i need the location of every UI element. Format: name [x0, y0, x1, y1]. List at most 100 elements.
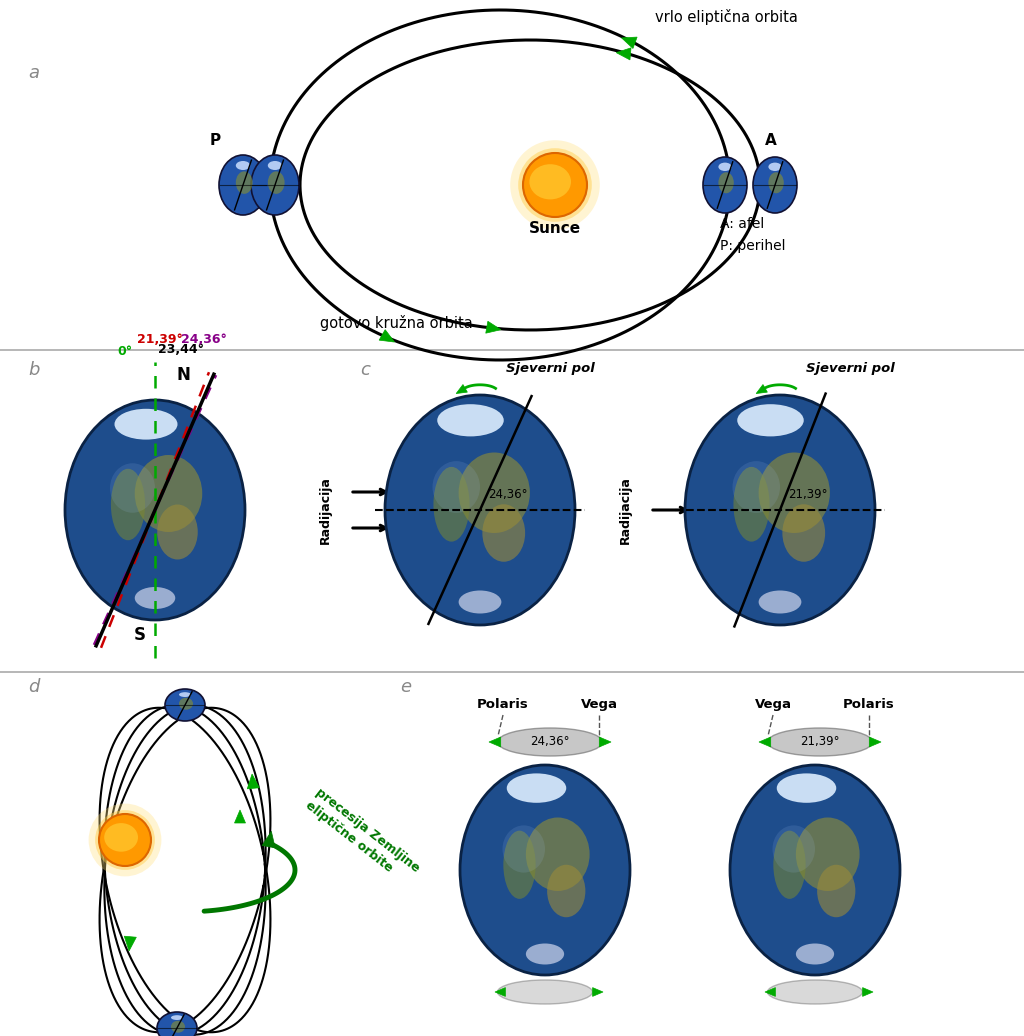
Ellipse shape [817, 865, 855, 917]
Ellipse shape [99, 814, 151, 866]
Text: b: b [28, 361, 39, 379]
Text: d: d [28, 678, 39, 696]
Ellipse shape [753, 157, 797, 213]
Text: P: P [210, 133, 220, 148]
Text: N: N [176, 366, 189, 384]
Ellipse shape [719, 163, 731, 171]
Ellipse shape [503, 826, 545, 872]
Ellipse shape [459, 453, 529, 533]
Ellipse shape [772, 826, 815, 872]
Ellipse shape [719, 172, 734, 194]
Ellipse shape [268, 171, 285, 194]
Text: 24,36°: 24,36° [530, 736, 569, 748]
Text: A: A [765, 133, 777, 148]
Text: a: a [28, 64, 39, 82]
Ellipse shape [460, 765, 630, 975]
Polygon shape [262, 831, 275, 847]
Text: Sjeverni pol: Sjeverni pol [506, 362, 594, 375]
Ellipse shape [104, 823, 138, 852]
Text: 24,36°: 24,36° [488, 488, 527, 501]
Ellipse shape [110, 463, 155, 513]
Text: 0°: 0° [117, 345, 132, 358]
Text: P: perihel: P: perihel [720, 239, 785, 253]
Ellipse shape [529, 164, 571, 199]
Text: Vega: Vega [581, 698, 617, 711]
Ellipse shape [251, 155, 299, 215]
Polygon shape [234, 810, 246, 823]
Polygon shape [124, 937, 136, 951]
Ellipse shape [518, 148, 592, 222]
Ellipse shape [768, 980, 862, 1004]
Polygon shape [862, 987, 873, 997]
Ellipse shape [157, 1012, 197, 1036]
Ellipse shape [777, 774, 837, 803]
Text: Polaris: Polaris [843, 698, 895, 711]
Polygon shape [756, 384, 767, 394]
Ellipse shape [547, 865, 586, 917]
Ellipse shape [179, 692, 191, 697]
Ellipse shape [171, 1015, 183, 1020]
Ellipse shape [219, 155, 267, 215]
Text: e: e [400, 678, 411, 696]
Ellipse shape [737, 404, 804, 436]
Ellipse shape [459, 591, 502, 613]
Ellipse shape [759, 591, 802, 613]
Ellipse shape [526, 944, 564, 965]
Ellipse shape [385, 395, 575, 625]
Ellipse shape [437, 404, 504, 436]
Ellipse shape [65, 400, 245, 620]
Polygon shape [485, 321, 501, 334]
Ellipse shape [498, 728, 602, 756]
Text: Sjeverni pol: Sjeverni pol [806, 362, 894, 375]
Ellipse shape [236, 161, 250, 170]
Ellipse shape [768, 728, 872, 756]
Polygon shape [379, 329, 394, 342]
Text: Radijacija: Radijacija [618, 477, 632, 544]
Ellipse shape [111, 468, 145, 540]
Text: precesija Zemljine
eliptične orbite: precesija Zemljine eliptične orbite [303, 786, 422, 888]
Ellipse shape [523, 153, 587, 217]
Ellipse shape [510, 140, 600, 230]
Ellipse shape [796, 944, 835, 965]
Text: S: S [134, 626, 146, 644]
Polygon shape [869, 737, 881, 747]
Ellipse shape [179, 697, 193, 710]
Text: c: c [360, 361, 370, 379]
Text: gotovo kružna orbita: gotovo kružna orbita [319, 315, 473, 330]
Polygon shape [593, 987, 603, 997]
Ellipse shape [526, 817, 590, 891]
Polygon shape [616, 48, 631, 60]
Ellipse shape [236, 171, 253, 194]
Ellipse shape [158, 505, 198, 559]
Ellipse shape [135, 455, 203, 533]
Ellipse shape [115, 409, 177, 439]
Ellipse shape [89, 804, 162, 876]
Ellipse shape [768, 163, 781, 171]
Ellipse shape [95, 810, 155, 870]
Ellipse shape [773, 831, 806, 899]
Text: 23,44°: 23,44° [158, 343, 204, 356]
Ellipse shape [135, 587, 175, 609]
Ellipse shape [433, 467, 470, 542]
Polygon shape [599, 737, 611, 747]
Ellipse shape [507, 774, 566, 803]
Ellipse shape [768, 172, 783, 194]
Ellipse shape [703, 157, 746, 213]
Ellipse shape [732, 461, 780, 513]
Text: vrlo eliptična orbita: vrlo eliptična orbita [655, 9, 798, 25]
Text: Sunce: Sunce [529, 221, 581, 236]
Ellipse shape [432, 461, 480, 513]
Ellipse shape [504, 831, 536, 899]
Text: 21,39°: 21,39° [800, 736, 840, 748]
Polygon shape [489, 737, 501, 747]
Ellipse shape [171, 1020, 185, 1033]
Polygon shape [759, 737, 771, 747]
Ellipse shape [498, 980, 593, 1004]
Ellipse shape [268, 161, 283, 170]
Text: Radijacija: Radijacija [318, 477, 332, 544]
Ellipse shape [165, 689, 205, 721]
Text: 21,39°: 21,39° [788, 488, 827, 501]
Ellipse shape [759, 453, 829, 533]
Text: 24,36°: 24,36° [181, 333, 227, 346]
Ellipse shape [733, 467, 770, 542]
